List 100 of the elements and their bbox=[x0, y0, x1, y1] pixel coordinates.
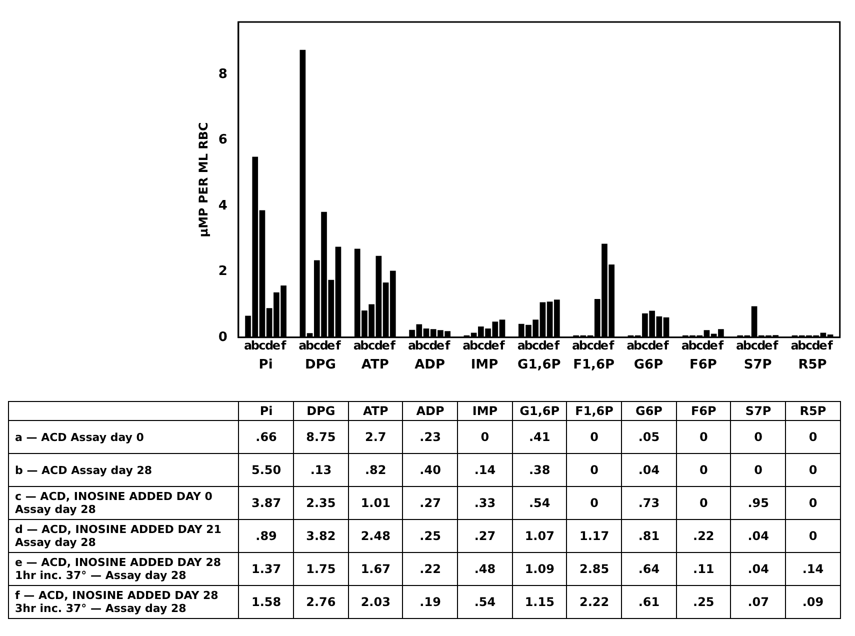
text: e bbox=[764, 338, 773, 353]
text: b bbox=[798, 338, 806, 353]
text: f bbox=[718, 338, 724, 353]
data-label: 1.37 bbox=[238, 552, 294, 586]
category-label: IMP bbox=[472, 404, 498, 418]
x-tick-label: DPG bbox=[304, 358, 336, 373]
text: d bbox=[538, 338, 548, 353]
series-label: e bbox=[272, 338, 281, 353]
data-label: .82 bbox=[348, 454, 403, 486]
series-label: c bbox=[313, 338, 320, 353]
data-label: .66 bbox=[238, 420, 294, 454]
data-label: .14 bbox=[786, 552, 840, 586]
series-label: a bbox=[244, 338, 252, 353]
data-label: 0 bbox=[458, 420, 512, 454]
category-label: G6P bbox=[635, 404, 662, 418]
data-label: .54 bbox=[512, 486, 567, 520]
y-tick-label: 6 bbox=[218, 132, 228, 148]
text: c bbox=[258, 338, 266, 353]
text: c bbox=[750, 338, 758, 353]
text: d bbox=[484, 338, 492, 353]
category-label: G1,6P bbox=[520, 404, 560, 418]
y-axis-title: μMP PER ML RBC bbox=[196, 122, 210, 238]
data-label: 0 bbox=[566, 420, 622, 454]
x-tick-label: ADP bbox=[414, 358, 445, 373]
text: c — ACD, INOSINE ADDED DAY 0 bbox=[15, 490, 212, 503]
category-label: DPG bbox=[306, 404, 336, 418]
data-label: 2.85 bbox=[566, 552, 622, 586]
data-label: 1.58 bbox=[238, 586, 294, 618]
text: a bbox=[408, 338, 416, 353]
data-label: .27 bbox=[458, 520, 512, 552]
series-label: d bbox=[374, 338, 383, 353]
text: b bbox=[360, 338, 369, 353]
text: b bbox=[688, 338, 697, 353]
data-label: 0 bbox=[786, 486, 840, 520]
text: 3hr inc. 37° — Assay day 28 bbox=[15, 602, 186, 615]
x-tick-label: F1,6P bbox=[573, 358, 615, 373]
data-label: 5.50 bbox=[238, 454, 294, 486]
text: a bbox=[298, 338, 307, 353]
text: e bbox=[600, 338, 609, 353]
data-label: .40 bbox=[402, 454, 458, 486]
data-label: 2.48 bbox=[348, 520, 403, 552]
text: c bbox=[586, 338, 594, 353]
text: 1hr inc. 37° — Assay day 28 bbox=[15, 569, 186, 582]
data-label: 2.35 bbox=[294, 486, 348, 520]
text: d — ACD, INOSINE ADDED DAY 21 bbox=[15, 523, 222, 536]
data-label: .05 bbox=[622, 420, 676, 454]
text: b bbox=[634, 338, 642, 353]
data-label: .11 bbox=[676, 552, 731, 586]
data-label: .61 bbox=[622, 586, 676, 618]
text: f — ACD, INOSINE ADDED DAY 28 bbox=[15, 589, 218, 602]
data-label: .19 bbox=[402, 586, 458, 618]
text: d bbox=[648, 338, 656, 353]
data-label: .81 bbox=[622, 520, 676, 552]
data-label: .89 bbox=[238, 520, 294, 552]
text: a bbox=[353, 338, 362, 353]
text: f bbox=[773, 338, 778, 353]
text: b — ACD Assay day 28 bbox=[15, 464, 152, 476]
data-label: 0 bbox=[676, 454, 731, 486]
text: b bbox=[470, 338, 478, 353]
data-label: .38 bbox=[512, 454, 567, 486]
text: f bbox=[500, 338, 505, 353]
data-label: 0 bbox=[676, 486, 731, 520]
text: e bbox=[546, 338, 554, 353]
data-label: .27 bbox=[402, 486, 458, 520]
text: c bbox=[368, 338, 376, 353]
text: a bbox=[681, 338, 690, 353]
text: b bbox=[742, 338, 752, 353]
data-label: .73 bbox=[622, 486, 676, 520]
data-label: .04 bbox=[622, 454, 676, 486]
data-label: 1.67 bbox=[348, 552, 403, 586]
text: f bbox=[664, 338, 669, 353]
text: f bbox=[390, 338, 396, 353]
text: c bbox=[477, 338, 484, 353]
data-label: .14 bbox=[458, 454, 512, 486]
text: e bbox=[436, 338, 445, 353]
text: c bbox=[696, 338, 704, 353]
category-label: S7P bbox=[745, 404, 772, 418]
series-label: f bbox=[280, 338, 287, 353]
text: Assay day 28 bbox=[15, 536, 96, 549]
category-label: Pi bbox=[260, 404, 273, 418]
category-label: F1,6P bbox=[575, 404, 614, 418]
text: e bbox=[655, 338, 664, 353]
data-label: 3.87 bbox=[238, 486, 294, 520]
text: a bbox=[736, 338, 744, 353]
data-label: 2.03 bbox=[348, 586, 403, 618]
data-label: 2.76 bbox=[294, 586, 348, 618]
category-label: ATP bbox=[362, 404, 388, 418]
text: e bbox=[491, 338, 500, 353]
data-label: 0 bbox=[566, 454, 622, 486]
series-label: b bbox=[306, 338, 314, 353]
data-label: 1.01 bbox=[348, 486, 403, 520]
text: d bbox=[812, 338, 820, 353]
category-label: F6P bbox=[690, 404, 716, 418]
data-label: 1.17 bbox=[566, 520, 622, 552]
text: b bbox=[250, 338, 260, 353]
text: d bbox=[757, 338, 766, 353]
data-label: 0 bbox=[730, 420, 786, 454]
data-label: 0 bbox=[730, 454, 786, 486]
text: e bbox=[710, 338, 718, 353]
text: a — ACD Assay day 0 bbox=[15, 430, 144, 444]
